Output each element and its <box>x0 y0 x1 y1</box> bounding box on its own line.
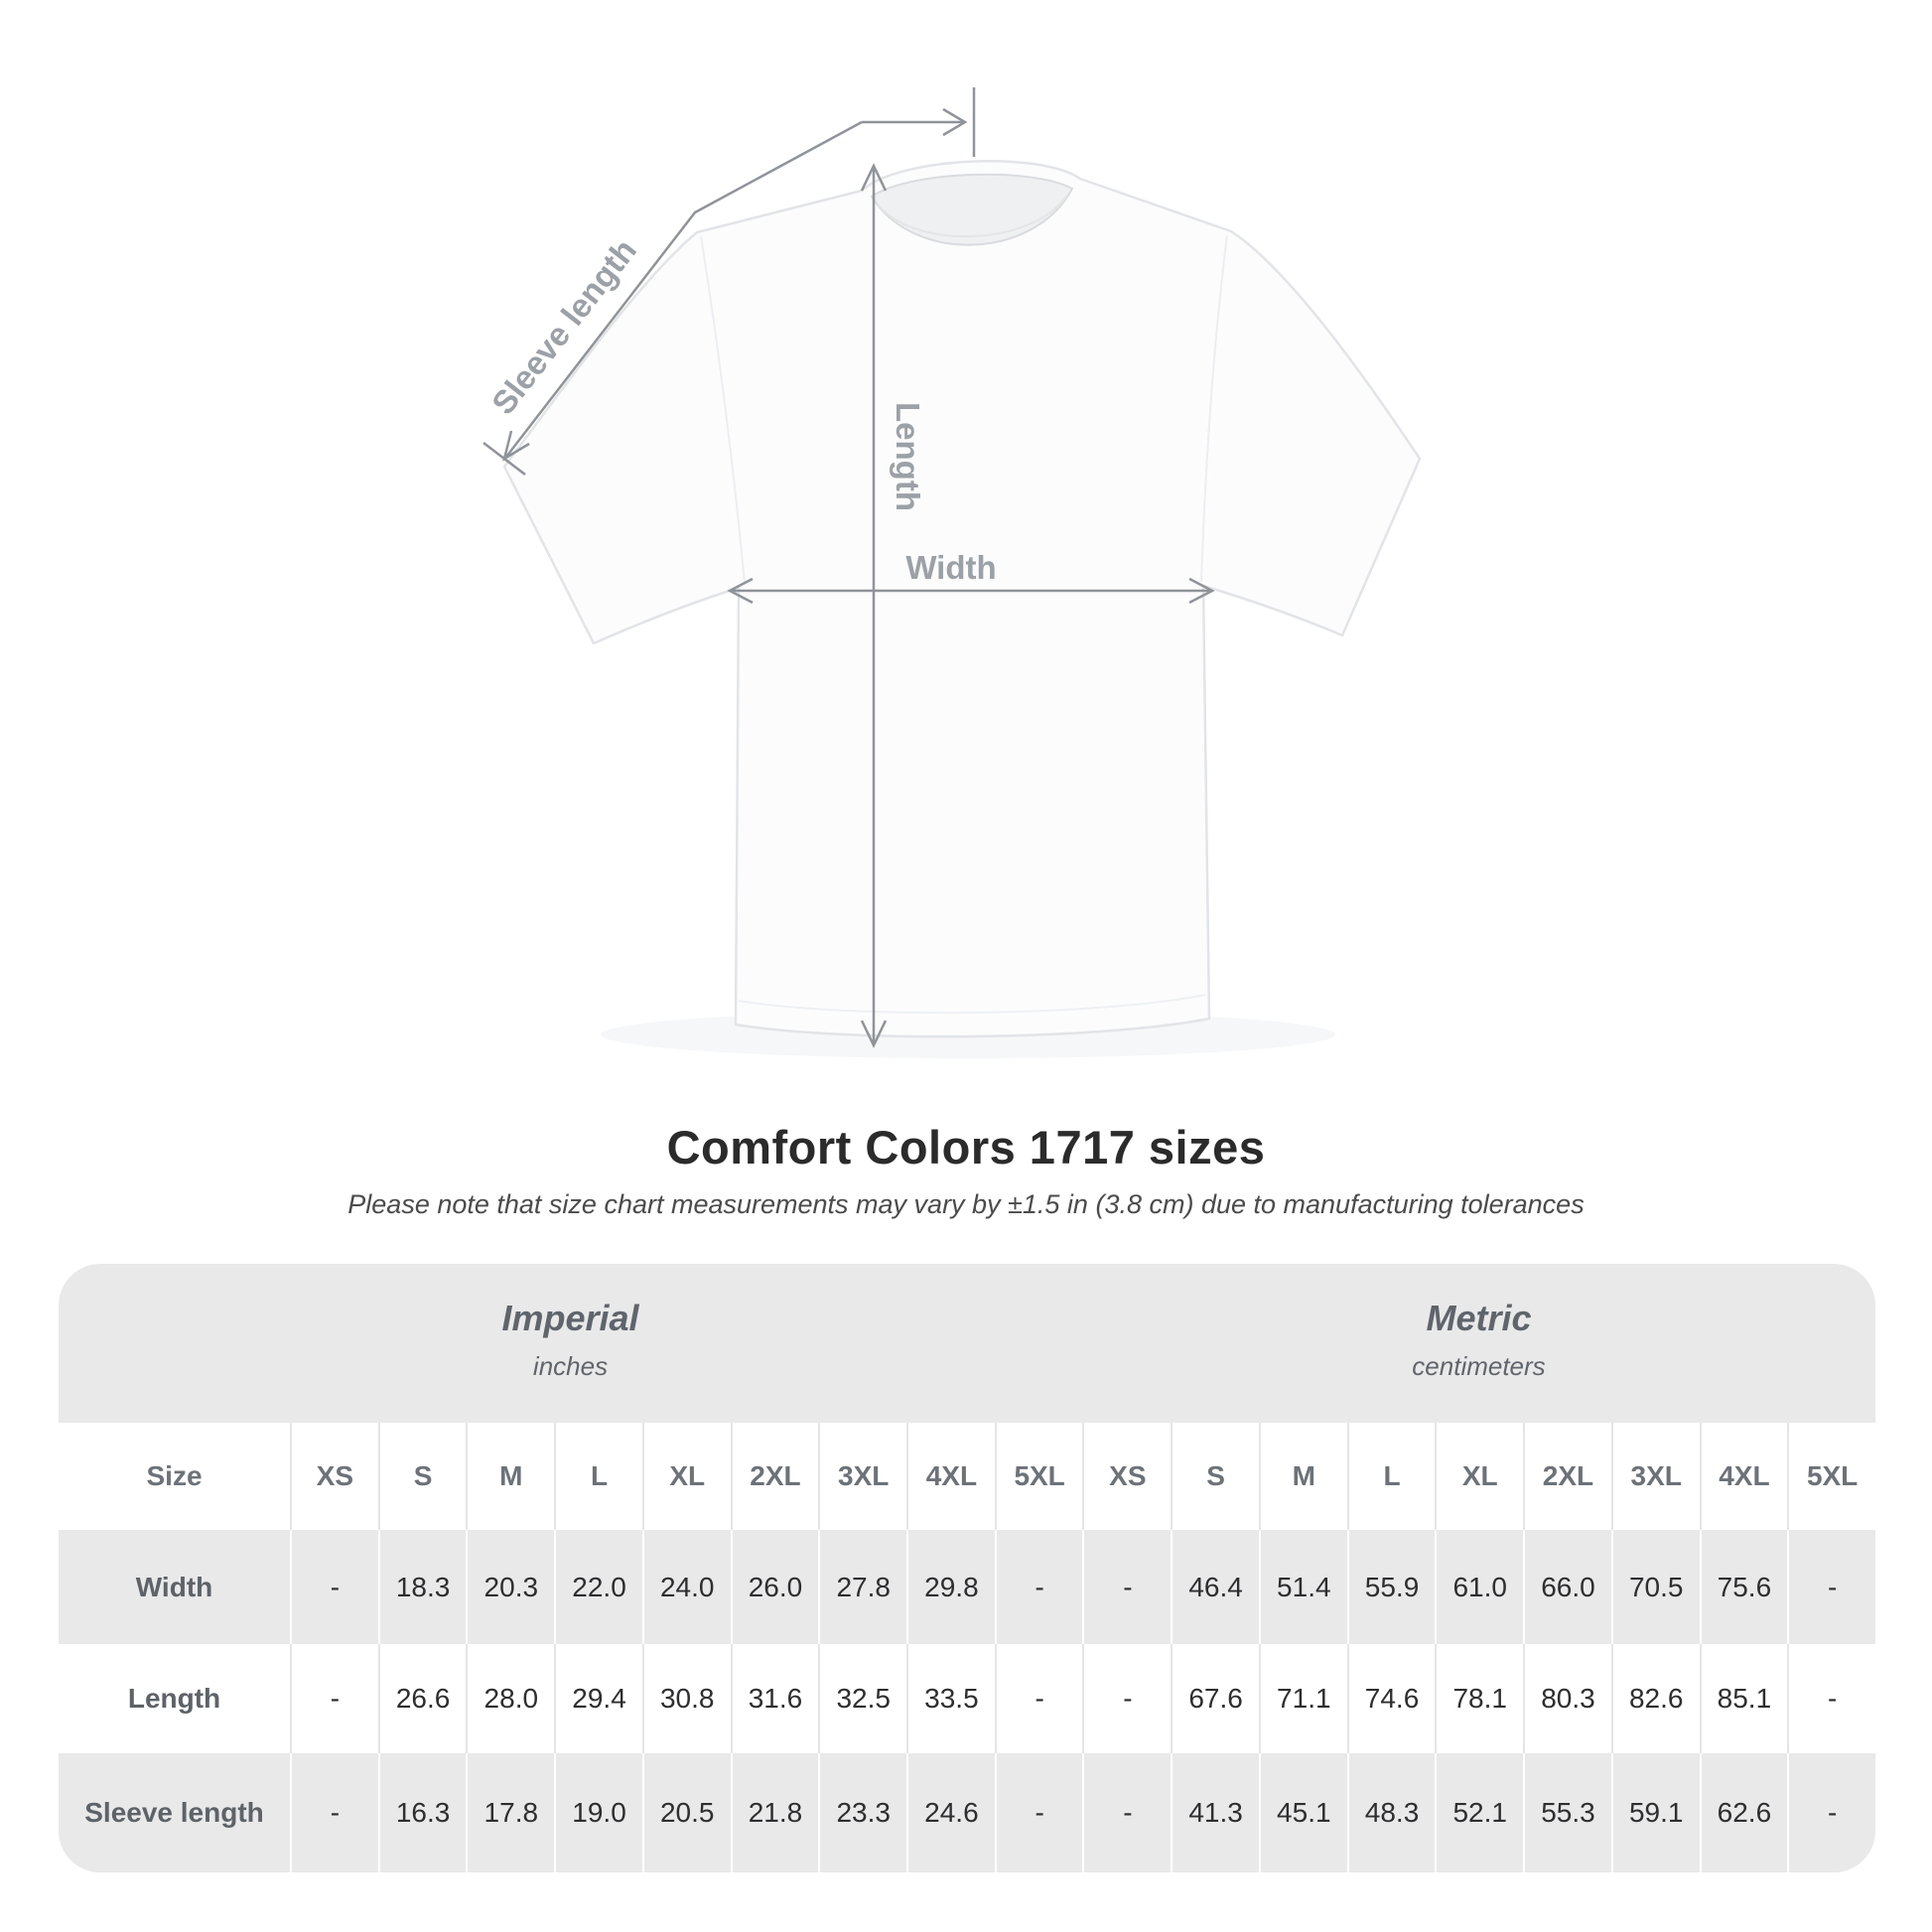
column-header-size-imperial: 3XL <box>818 1423 907 1530</box>
table-cell: 31.6 <box>730 1644 819 1753</box>
table-cell: 18.3 <box>377 1530 467 1644</box>
table-cell: - <box>290 1753 378 1872</box>
table-cell: 28.0 <box>466 1644 555 1753</box>
table-cell: - <box>1787 1530 1875 1644</box>
table-cell: 21.8 <box>730 1753 819 1872</box>
column-header-size-imperial: 2XL <box>730 1423 819 1530</box>
metric-unit: centimeters <box>1412 1351 1546 1381</box>
length-arrow <box>860 163 888 1048</box>
table-cell: - <box>290 1530 378 1644</box>
table-cell: - <box>290 1644 378 1753</box>
table-cell: 59.1 <box>1610 1753 1700 1872</box>
table-cell: 75.6 <box>1699 1530 1788 1644</box>
table-cell: 55.9 <box>1346 1530 1436 1644</box>
table-cell: 19.0 <box>554 1753 642 1872</box>
unit-group-imperial: Imperial inches <box>59 1264 1082 1423</box>
length-label: Length <box>890 402 926 511</box>
table-cell: 26.6 <box>377 1644 467 1753</box>
table-cell: 48.3 <box>1346 1753 1436 1872</box>
table-cell: - <box>994 1753 1083 1872</box>
column-header-size-metric: 3XL <box>1610 1423 1700 1530</box>
metric-heading: Metric <box>1426 1298 1532 1338</box>
table-cell: 16.3 <box>377 1753 467 1872</box>
table-cell: 78.1 <box>1435 1644 1524 1753</box>
heading-block: Comfort Colors 1717 sizes Please note th… <box>0 1120 1932 1220</box>
column-header-size-imperial: M <box>466 1423 555 1530</box>
sleeve-length-arrow <box>483 87 976 476</box>
column-header-size-imperial: 5XL <box>994 1423 1083 1530</box>
row-label: Sleeve length <box>59 1753 290 1872</box>
table-cell: 82.6 <box>1610 1644 1700 1753</box>
column-header-size-metric: L <box>1346 1423 1436 1530</box>
column-header-size-metric: 4XL <box>1699 1423 1788 1530</box>
table-cell: 23.3 <box>818 1753 907 1872</box>
table-cell: 24.6 <box>906 1753 995 1872</box>
tolerance-note: Please note that size chart measurements… <box>347 1189 1585 1219</box>
column-header-size: Size <box>59 1423 290 1530</box>
table-cell: - <box>1082 1753 1172 1872</box>
column-header-size-metric: 2XL <box>1523 1423 1611 1530</box>
table-cell: 70.5 <box>1610 1530 1700 1644</box>
column-header-size-imperial: 4XL <box>906 1423 995 1530</box>
width-arrow <box>727 577 1215 605</box>
table-cell: 52.1 <box>1435 1753 1524 1872</box>
table-cell: 85.1 <box>1699 1644 1788 1753</box>
page-title: Comfort Colors 1717 sizes <box>666 1121 1266 1173</box>
table-cell: 66.0 <box>1523 1530 1611 1644</box>
table-cell: 46.4 <box>1171 1530 1259 1644</box>
row-label: Width <box>59 1530 290 1644</box>
table-cell: 71.1 <box>1258 1644 1347 1753</box>
table-cell: 27.8 <box>818 1530 907 1644</box>
table-cell: - <box>1082 1530 1172 1644</box>
table-cell: 62.6 <box>1699 1753 1788 1872</box>
imperial-unit: inches <box>532 1351 609 1381</box>
column-header-size-imperial: XL <box>641 1423 731 1530</box>
table-cell: - <box>1082 1644 1172 1753</box>
table-cell: 45.1 <box>1258 1753 1347 1872</box>
column-header-size-metric: M <box>1258 1423 1347 1530</box>
table-cell: 33.5 <box>906 1644 995 1753</box>
table-cell: 80.3 <box>1523 1644 1611 1753</box>
table-cell: 17.8 <box>466 1753 555 1872</box>
column-header-size-imperial: S <box>377 1423 467 1530</box>
table-cell: 22.0 <box>554 1530 642 1644</box>
unit-header-band: Imperial inches Metric centimeters <box>59 1264 1875 1423</box>
table-cell: 24.0 <box>641 1530 731 1644</box>
tshirt-graphic <box>502 160 1422 1038</box>
column-header-size-metric: XL <box>1435 1423 1524 1530</box>
table-cell: 55.3 <box>1523 1753 1611 1872</box>
width-label: Width <box>905 549 996 586</box>
table-cell: - <box>994 1644 1083 1753</box>
table-cell: 30.8 <box>641 1644 731 1753</box>
table-cell: 29.4 <box>554 1644 642 1753</box>
table-cell: 32.5 <box>818 1644 907 1753</box>
column-header-size-imperial: XS <box>290 1423 378 1530</box>
tshirt-diagram: Sleeve length Length Width <box>483 87 1422 1048</box>
table-cell: - <box>1787 1753 1875 1872</box>
table-cell: 20.5 <box>641 1753 731 1872</box>
table-cell: - <box>1787 1644 1875 1753</box>
table-cell: 61.0 <box>1435 1530 1524 1644</box>
table-cell: 26.0 <box>730 1530 819 1644</box>
size-table: Imperial inches Metric centimeters Size X… <box>59 1264 1875 1872</box>
table-cell: 74.6 <box>1346 1644 1436 1753</box>
column-header-size-metric: 5XL <box>1787 1423 1875 1530</box>
table-cell: 51.4 <box>1258 1530 1347 1644</box>
table-cell: - <box>994 1530 1083 1644</box>
table-cell: 67.6 <box>1171 1644 1259 1753</box>
column-header-size-metric: XS <box>1082 1423 1172 1530</box>
table-cell: 20.3 <box>466 1530 555 1644</box>
column-header-size-imperial: L <box>554 1423 642 1530</box>
table-cell: 29.8 <box>906 1530 995 1644</box>
table-cell: 41.3 <box>1171 1753 1259 1872</box>
row-label: Length <box>59 1644 290 1753</box>
column-header-size-metric: S <box>1171 1423 1259 1530</box>
imperial-heading: Imperial <box>501 1298 639 1338</box>
unit-group-metric: Metric centimeters <box>1082 1264 1875 1423</box>
measurements-grid: Size XS S M L XL 2XL 3XL 4XL 5XL XS S M L XL 2XL 3XL 4XL 5… <box>59 1423 1875 1872</box>
